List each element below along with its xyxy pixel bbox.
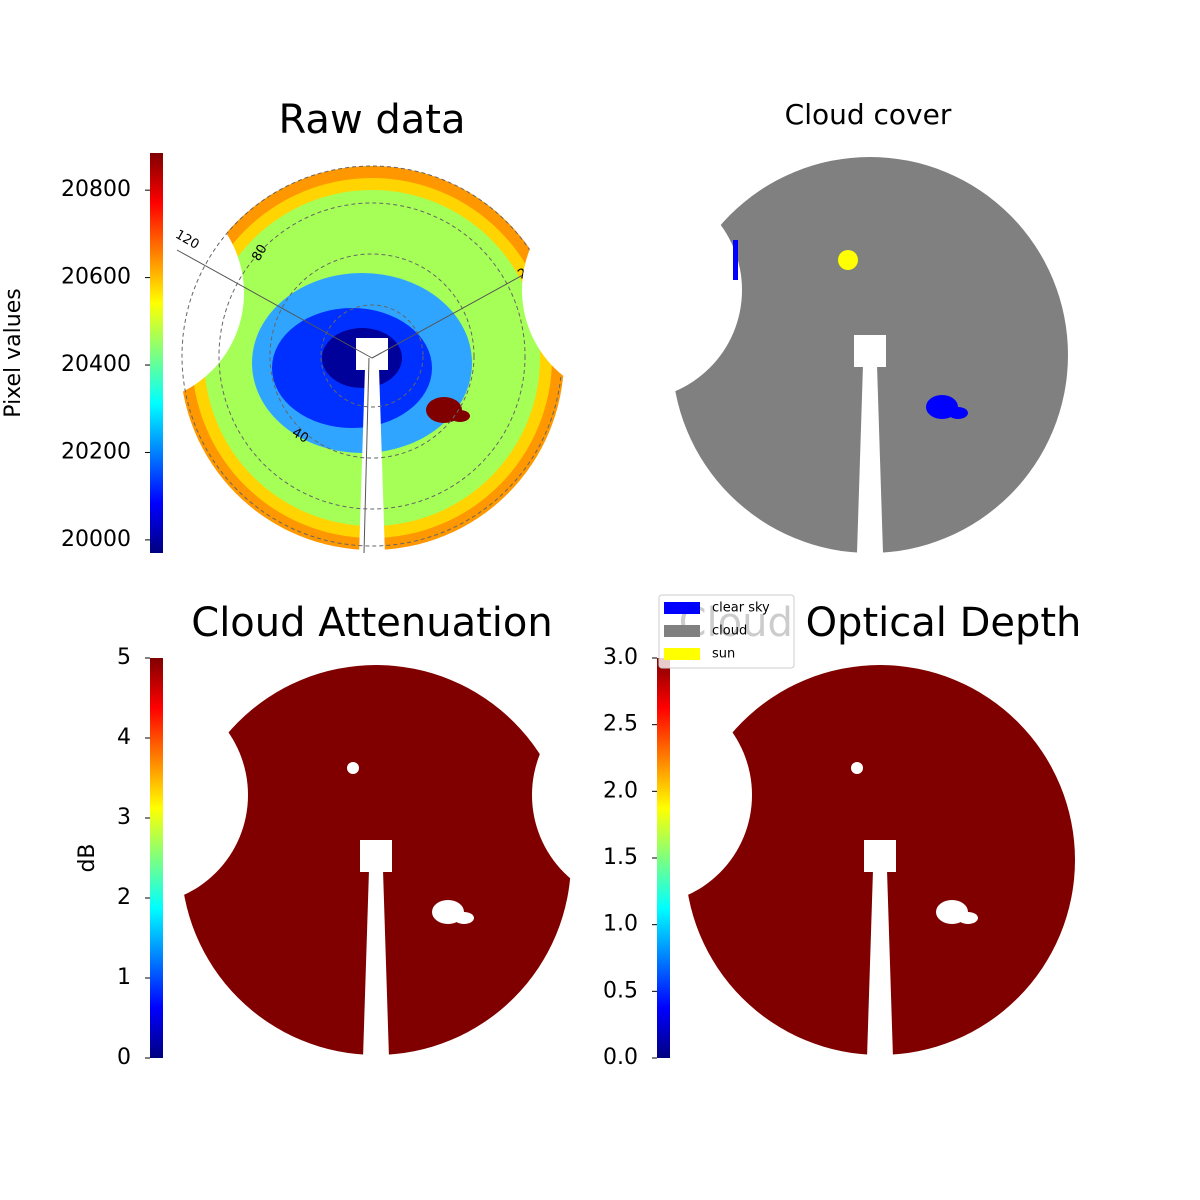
colorbar-tick-label: 1.5	[603, 845, 638, 870]
colorbar-tick-label: 0.0	[603, 1045, 638, 1070]
panel-title: Cloud Attenuation	[191, 600, 552, 646]
colorbar-tick-label: 0	[117, 1045, 131, 1070]
blob	[454, 912, 474, 924]
polar-ring	[218, 202, 526, 510]
colorbar-tick-label: 20200	[61, 439, 131, 464]
colorbar-tick-label: 1.0	[603, 912, 638, 937]
polar-label: 80	[249, 242, 270, 264]
polar-axis	[363, 357, 370, 554]
blob	[958, 912, 978, 924]
blob	[450, 410, 470, 422]
legend-entry: clear sky	[712, 601, 770, 616]
colorbar-tick-label: 2.0	[603, 778, 638, 803]
blob	[948, 407, 968, 419]
colorbar	[150, 153, 163, 553]
colorbar-tick-label: 20800	[61, 177, 131, 202]
mask	[28, 685, 248, 905]
legend-entry: sun	[712, 647, 735, 662]
mast	[867, 870, 893, 1058]
polar-ring	[269, 253, 475, 459]
panel-title: Raw data	[279, 97, 466, 143]
mast-top	[360, 840, 392, 872]
polar-label: 40	[289, 425, 311, 446]
colorbar-tick-label: 20000	[61, 527, 131, 552]
mast-top	[356, 338, 388, 370]
clear-patch	[733, 240, 738, 280]
sun	[838, 250, 858, 270]
mask	[532, 685, 752, 905]
colorbar-label: dB	[75, 843, 100, 872]
mast-top	[854, 335, 886, 367]
mast-top	[864, 840, 896, 872]
legend-swatch	[664, 602, 700, 614]
legend-swatch	[664, 625, 700, 637]
legend-entry: cloud	[712, 624, 747, 639]
colorbar-tick-label: 5	[117, 645, 131, 670]
colorbar-tick-label: 2	[117, 885, 131, 910]
colorbar	[657, 658, 670, 1058]
sun-mask	[851, 762, 863, 774]
colorbar-label: Pixel values	[1, 288, 26, 417]
mask	[522, 180, 742, 400]
colorbar-tick-label: 20400	[61, 352, 131, 377]
colorbar-tick-label: 20600	[61, 265, 131, 290]
colorbar-tick-label: 2.5	[603, 712, 638, 737]
legend-swatch	[664, 648, 700, 660]
polar-ring	[320, 304, 424, 408]
polar-axis	[176, 249, 373, 359]
colorbar-tick-label: 1	[117, 965, 131, 990]
panel-title: Cloud cover	[785, 98, 952, 131]
mast	[857, 365, 883, 553]
colorbar-tick-label: 3	[117, 805, 131, 830]
mask	[24, 183, 244, 403]
sun-mask	[347, 762, 359, 774]
colorbar-tick-label: 3.0	[603, 645, 638, 670]
colorbar-tick-label: 0.5	[603, 978, 638, 1003]
colorbar	[150, 658, 163, 1058]
mast	[363, 870, 389, 1058]
colorbar-tick-label: 4	[117, 725, 131, 750]
